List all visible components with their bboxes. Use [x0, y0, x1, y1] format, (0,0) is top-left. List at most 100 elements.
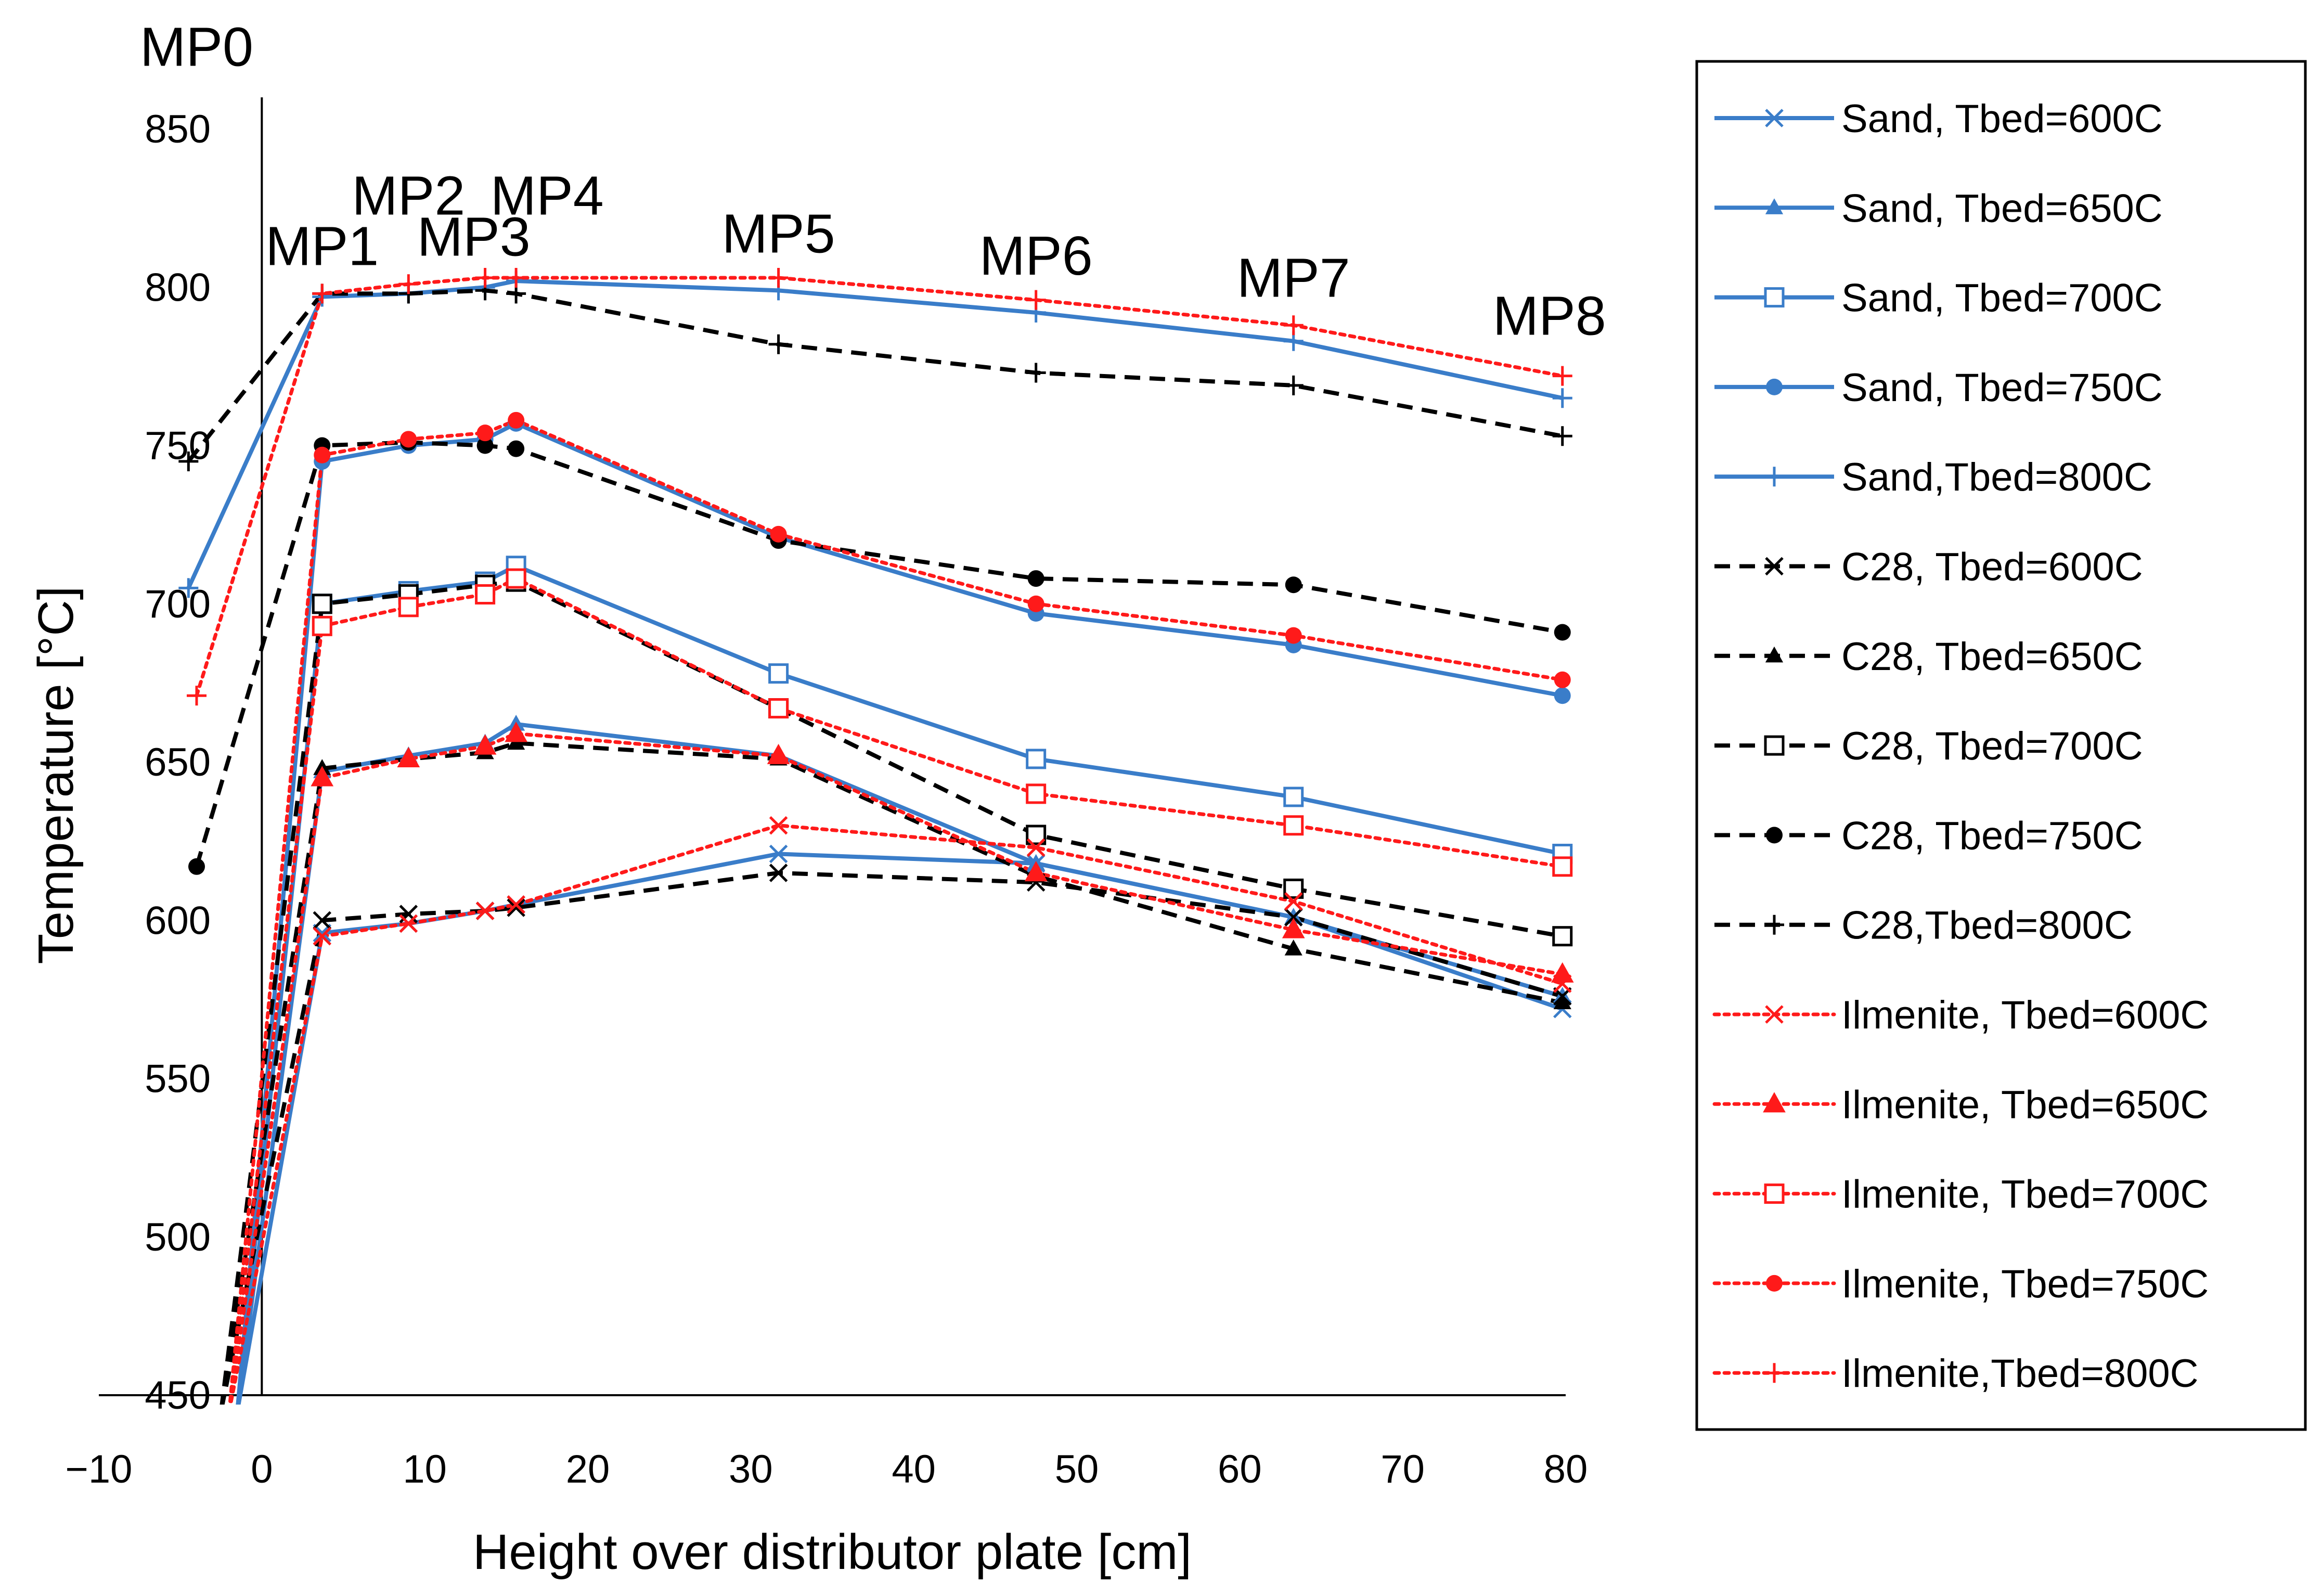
legend-swatch-marker	[1764, 1183, 1785, 1204]
data-point	[313, 911, 332, 930]
legend-swatch-marker	[1764, 287, 1785, 308]
x-axis-label: Height over distributor plate [cm]	[473, 1524, 1192, 1580]
data-markers	[178, 267, 1574, 1019]
legend-swatch-marker	[1764, 467, 1784, 487]
legend-swatch-marker	[1763, 1092, 1786, 1113]
marker-shape	[1026, 783, 1047, 804]
series-line	[220, 580, 1563, 1405]
data-point	[312, 284, 332, 304]
marker-shape	[767, 743, 790, 764]
x-tick-label: 70	[1381, 1447, 1425, 1491]
marker-shape	[1764, 735, 1785, 756]
data-point	[770, 525, 787, 543]
legend-entry: Ilmenite, Tbed=700C	[1841, 1173, 2209, 1217]
data-point	[1551, 962, 1574, 983]
legend-entry: Ilmenite, Tbed=750C	[1841, 1262, 2209, 1306]
y-tick-label: 750	[145, 424, 211, 468]
series-line	[187, 288, 1563, 463]
data-point	[1282, 918, 1305, 938]
x-tick-label: 80	[1544, 1447, 1588, 1491]
marker-shape	[1552, 926, 1573, 947]
annotation-label: MP7	[1237, 248, 1350, 309]
legend-swatch-marker	[1765, 557, 1784, 576]
x-tick-label: 40	[892, 1447, 936, 1491]
series-line	[236, 722, 1563, 1405]
data-point	[398, 597, 419, 617]
data-point	[187, 686, 207, 706]
marker-shape	[1553, 993, 1571, 1010]
data-point	[1283, 315, 1304, 336]
marker-shape	[312, 615, 332, 636]
legend-entry: Sand, Tbed=600C	[1841, 97, 2163, 141]
x-tick-label: 10	[403, 1447, 447, 1491]
data-point	[1283, 787, 1304, 807]
annotation-label: MP4	[491, 165, 604, 226]
annotation-label: MP2	[352, 165, 465, 226]
annotation-label: MP6	[979, 225, 1093, 287]
legend-entry: Ilmenite,Tbed=800C	[1841, 1352, 2199, 1396]
marker-shape	[476, 424, 494, 442]
data-point	[1283, 375, 1304, 395]
marker-shape	[473, 734, 497, 755]
annotation-label: MP5	[722, 203, 835, 264]
x-tick-label: −10	[66, 1447, 133, 1491]
data-point	[476, 437, 494, 454]
y-tick-label: 700	[145, 582, 211, 626]
y-tick-label: 550	[145, 1057, 211, 1101]
data-point	[178, 578, 199, 598]
series-line	[228, 576, 1565, 1405]
marker-shape	[1554, 671, 1571, 688]
marker-shape	[505, 722, 527, 742]
marker-stroke	[313, 926, 332, 946]
marker-shape	[1283, 815, 1304, 836]
marker-stroke	[1284, 892, 1303, 911]
x-tick-label: 60	[1218, 1447, 1262, 1491]
series-line	[186, 279, 1563, 589]
data-point	[1552, 366, 1572, 386]
marker-shape	[398, 597, 419, 617]
legend-entry: Ilmenite, Tbed=600C	[1841, 993, 2209, 1037]
legend-entry: Sand,Tbed=800C	[1841, 455, 2152, 499]
data-point	[398, 274, 419, 294]
legend-entry: Sand, Tbed=750C	[1841, 366, 2163, 410]
data-point	[768, 663, 789, 684]
marker-shape	[1027, 570, 1044, 587]
series-line	[228, 418, 1565, 1405]
marker-shape	[768, 663, 789, 684]
data-point	[476, 424, 494, 442]
legend: Sand, Tbed=600C Sand, Tbed=650C Sand, Tbed…	[1695, 60, 2307, 1431]
data-point	[1283, 815, 1304, 836]
data-point	[1284, 892, 1303, 911]
legend-swatch-marker	[1765, 198, 1784, 214]
x-tick-label: 50	[1055, 1447, 1099, 1491]
marker-shape	[770, 525, 787, 543]
marker-shape	[1765, 646, 1784, 663]
marker-stroke	[769, 844, 788, 864]
legend-entry: C28, Tbed=600C	[1841, 545, 2143, 589]
marker-shape	[311, 766, 334, 787]
data-point	[312, 615, 332, 636]
marker-shape	[1024, 860, 1048, 882]
data-point	[507, 898, 525, 917]
marker-shape	[768, 698, 789, 719]
data-point	[473, 734, 497, 755]
marker-shape	[1766, 378, 1783, 395]
legend-entry: C28, Tbed=700C	[1841, 724, 2143, 768]
y-tick-label: 450	[145, 1373, 211, 1418]
legend-swatch-marker	[1766, 378, 1783, 395]
legend-swatch-marker	[1765, 1005, 1784, 1024]
x-tick-label: 30	[729, 1447, 773, 1491]
marker-stroke	[1765, 557, 1784, 576]
marker-stroke	[507, 895, 525, 914]
marker-stroke	[769, 816, 788, 835]
legend-entry: Sand, Tbed=700C	[1841, 276, 2163, 320]
data-point	[1552, 388, 1572, 408]
data-point	[475, 584, 496, 604]
marker-shape	[1765, 198, 1784, 214]
y-tick-label: 800	[145, 265, 211, 310]
marker-shape	[1552, 856, 1573, 877]
data-point	[311, 766, 334, 787]
annotation-label: MP3	[417, 206, 531, 267]
y-tick-label: 600	[145, 898, 211, 943]
marker-shape	[1283, 787, 1304, 807]
